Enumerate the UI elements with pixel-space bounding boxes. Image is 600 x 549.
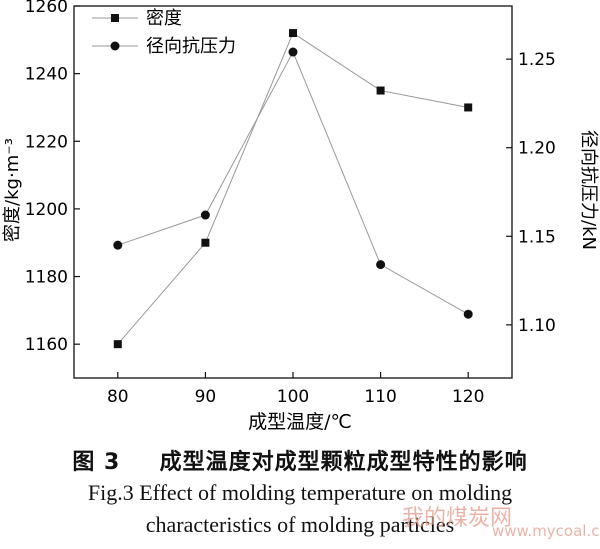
chart-figure: 80 90 100 110 120 1160 1180 1200 1220 1240 1260 1.1… (2, 0, 599, 433)
y-left-tick-label: 1260 (25, 0, 68, 17)
y-left-tick-label: 1200 (25, 200, 68, 220)
data-point-square (201, 238, 210, 247)
series-lines (117, 32, 469, 345)
legend-label: 密度 (146, 8, 182, 29)
data-point-circle (113, 240, 123, 250)
y-axis-left-label: 密度/kg·m⁻³ (2, 138, 23, 242)
figure-caption-cn: 图 3 成型温度对成型颗粒成型特性的影响 (0, 444, 600, 476)
series-line-circle (117, 50, 469, 315)
x-tick-label: 80 (107, 387, 129, 407)
legend-marker-circle (110, 41, 120, 51)
y-left-tick-label: 1220 (25, 132, 68, 152)
legend-label: 径向抗压力 (146, 36, 236, 57)
watermark-text: 我的煤炭网 (402, 506, 513, 531)
series-markers (113, 29, 473, 349)
data-point-circle (200, 210, 210, 220)
y-axis-right-label: 径向抗压力/kN (578, 130, 599, 250)
figure-caption-en-line2: characteristics of molding particles (145, 512, 455, 537)
x-tick-label: 120 (452, 387, 484, 407)
legend-marker-square (111, 14, 119, 22)
data-point-square (113, 340, 122, 349)
plot-area-border (73, 5, 513, 379)
data-point-circle (376, 260, 386, 270)
y-right-tick-label: 1.25 (518, 50, 556, 70)
data-point-square (376, 86, 385, 95)
figure-caption-en-line1: Fig.3 Effect of molding temperature on m… (87, 480, 513, 505)
x-tick-label: 100 (277, 387, 309, 407)
series-line-square (117, 32, 469, 345)
data-point-square (464, 103, 473, 112)
data-point-circle (288, 47, 298, 57)
x-tick-label: 90 (195, 387, 217, 407)
axis-ticks: 80 90 100 110 120 1160 1180 1200 1220 1240 1260 1.1… (25, 0, 556, 407)
plot-frame (73, 5, 513, 379)
y-left-tick-label: 1180 (25, 268, 68, 288)
data-point-circle (463, 309, 473, 319)
data-point-square (289, 29, 297, 38)
x-axis-label: 成型温度/℃ (248, 411, 352, 433)
y-left-tick-label: 1240 (25, 65, 68, 85)
y-left-tick-label: 1160 (25, 335, 68, 355)
figure-number-cn: 图 3 (72, 450, 121, 475)
figure-title-cn: 成型温度对成型颗粒成型特性的影响 (159, 450, 528, 475)
y-right-tick-label: 1.10 (518, 316, 556, 336)
y-right-tick-label: 1.20 (518, 139, 556, 159)
watermark-url: www.mycoal.cn (492, 522, 600, 540)
y-right-tick-label: 1.15 (518, 227, 556, 247)
x-tick-label: 110 (364, 387, 396, 407)
